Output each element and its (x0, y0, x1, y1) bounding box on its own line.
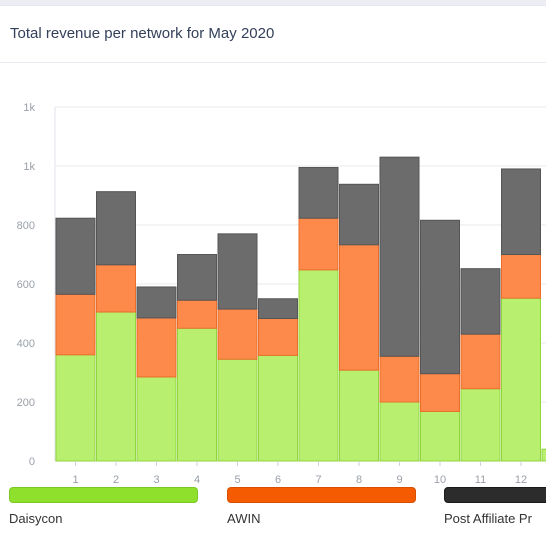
bar-awin-10 (420, 373, 460, 412)
bar-post-affiliate-pro-10 (420, 219, 460, 375)
bar-awin-12 (501, 254, 541, 299)
bar-post-affiliate-pro-8 (339, 183, 379, 246)
bar-post-affiliate-pro-7 (298, 166, 339, 219)
bar-post-affiliate-pro-5 (217, 233, 258, 310)
bar-awin-2 (96, 264, 136, 313)
bar-daisycon-3 (136, 376, 177, 462)
x-tick-label: 9 (396, 474, 402, 486)
bar-post-affiliate-pro-2 (96, 191, 136, 266)
x-tick-label: 10 (434, 474, 446, 486)
bar-daisycon-4 (177, 327, 217, 462)
y-tick-label: 1k (23, 102, 35, 114)
x-tick-label: 6 (275, 474, 281, 486)
legend-label-post-affiliate-pro: Post Affiliate Pr (444, 511, 532, 526)
bar-daisycon-10 (420, 410, 460, 462)
y-tick-label: 600 (17, 279, 35, 291)
bar-post-affiliate-pro-1 (55, 217, 96, 295)
bar-daisycon-1 (55, 354, 96, 462)
legend-label-awin: AWIN (227, 511, 261, 526)
bar-daisycon-11 (460, 388, 501, 462)
bar-awin-4 (177, 299, 217, 329)
x-tick-label: 11 (475, 474, 486, 486)
title-divider (0, 62, 546, 63)
y-tick-label: 800 (17, 220, 35, 232)
bar-awin-1 (55, 293, 96, 356)
bar-post-affiliate-pro-6 (258, 298, 298, 320)
bar-awin-3 (136, 317, 177, 378)
bar-awin-7 (298, 217, 339, 271)
bar-awin-5 (217, 308, 258, 360)
bar-post-affiliate-pro-12 (501, 168, 541, 255)
bar-awin-9 (379, 355, 420, 403)
bar-post-affiliate-pro-11 (460, 268, 501, 335)
bar-daisycon-6 (258, 354, 298, 462)
bar-awin-8 (339, 244, 379, 371)
x-tick-label: 1 (72, 474, 78, 486)
bar-daisycon-12 (501, 297, 541, 462)
y-tick-label: 1k (23, 161, 35, 173)
x-tick-label: 8 (356, 474, 362, 486)
x-tick-label: 12 (515, 474, 527, 486)
bar-daisycon-13 (541, 448, 546, 462)
bar-daisycon-2 (96, 311, 136, 462)
y-tick-label: 400 (17, 338, 35, 350)
x-tick-label: 2 (113, 474, 119, 486)
bar-daisycon-7 (298, 269, 339, 462)
chart-title: Total revenue per network for May 2020 (10, 25, 275, 42)
bar-post-affiliate-pro-9 (379, 156, 420, 357)
bar-post-affiliate-pro-4 (177, 254, 217, 301)
x-tick-label: 3 (153, 474, 159, 486)
x-tick-label: 4 (194, 474, 200, 486)
bar-daisycon-8 (339, 369, 379, 462)
x-tick-label: 7 (315, 474, 321, 486)
bar-awin-11 (460, 333, 501, 390)
legend-swatch-post-affiliate-pro (444, 487, 546, 503)
bar-daisycon-9 (379, 401, 420, 462)
x-tick-label: 5 (234, 474, 240, 486)
y-tick-label: 200 (17, 397, 35, 409)
bar-daisycon-5 (217, 358, 258, 462)
legend-swatch-awin (227, 487, 416, 503)
y-tick-label: 0 (29, 456, 35, 468)
legend-label-daisycon: Daisycon (9, 511, 63, 526)
legend-swatch-daisycon (9, 487, 198, 503)
bar-post-affiliate-pro-3 (136, 286, 177, 319)
bar-awin-6 (258, 318, 298, 356)
